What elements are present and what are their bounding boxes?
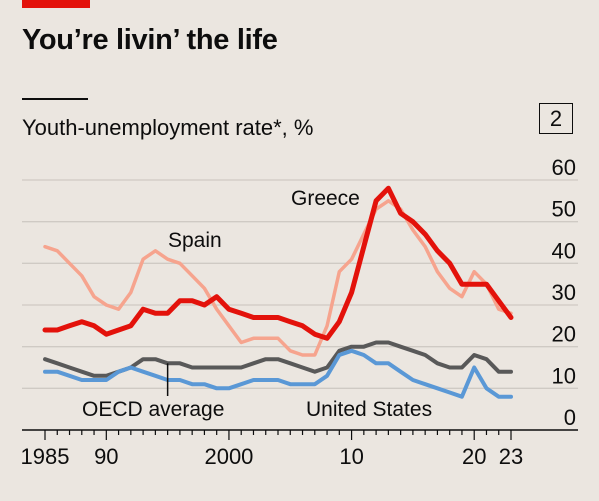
spain-label: Spain (168, 229, 222, 252)
brand-red-tab (22, 0, 90, 8)
chart-subtitle: Youth-unemployment rate*, % (22, 115, 314, 140)
y-tick-label: 30 (552, 280, 576, 305)
title-rule (22, 98, 88, 100)
x-tick-label: 2000 (204, 444, 253, 469)
series-line-spain (43, 199, 513, 357)
x-axis: 1985 90 2000 10 20 23 (21, 429, 578, 469)
grid-lines (22, 179, 578, 389)
y-tick-label: 40 (552, 238, 576, 263)
y-axis-tick-labels: 0 10 20 30 40 50 60 (552, 155, 576, 430)
y-tick-label: 0 (564, 405, 576, 430)
chart-title: You’re livin’ the life (22, 24, 278, 56)
united-states-label: United States (306, 398, 432, 421)
x-tick-label: 23 (499, 444, 523, 469)
series-line-united-states (43, 348, 513, 399)
series-line-oecd-average (43, 340, 513, 378)
oecd-average-label: OECD average (82, 398, 224, 421)
chart-number-badge: 2 (539, 103, 573, 134)
y-tick-label: 10 (552, 363, 576, 388)
x-tick-label: 90 (94, 444, 118, 469)
series-lines (42, 185, 514, 399)
greece-label: Greece (291, 187, 360, 210)
y-tick-label: 60 (552, 155, 576, 180)
y-tick-label: 50 (552, 197, 576, 222)
x-tick-label: 10 (339, 444, 363, 469)
series-line-greece (42, 185, 514, 341)
y-tick-label: 20 (552, 322, 576, 347)
x-tick-label: 20 (462, 444, 486, 469)
x-tick-label: 1985 (21, 444, 70, 469)
